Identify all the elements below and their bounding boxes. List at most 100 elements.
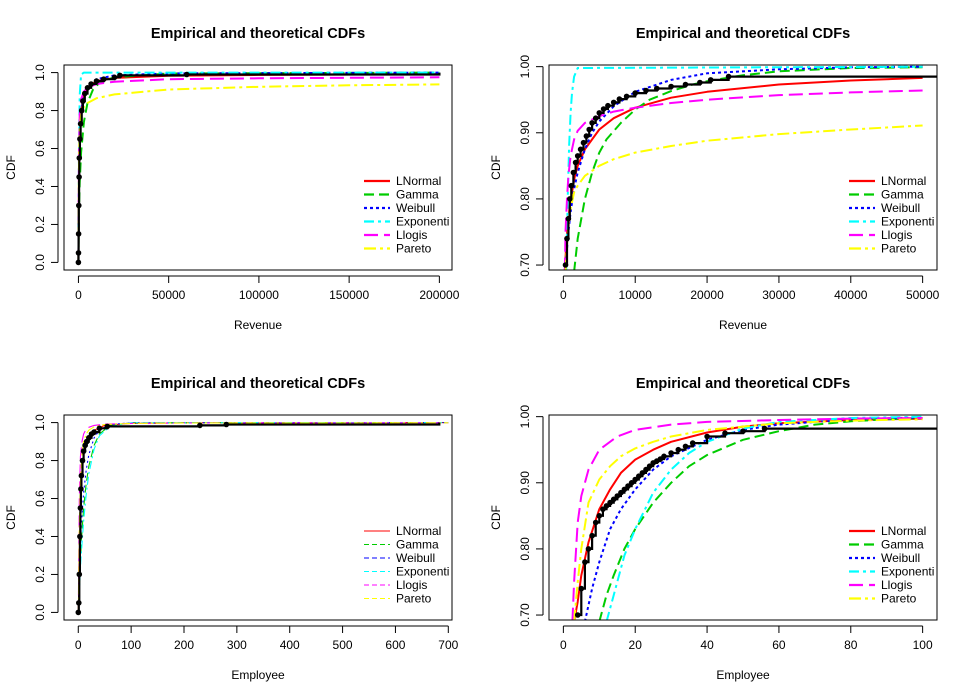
y-axis: 0.0 0.2 0.4 0.6 0.8 1.0 — [33, 64, 59, 271]
cdf-line-exponenti — [77, 422, 449, 613]
empirical-point — [704, 433, 710, 440]
x-tick-label: 0 — [75, 638, 82, 652]
legend-label-gamma: Gamma — [881, 188, 924, 202]
y-axis: 0.0 0.2 0.4 0.6 0.8 1.0 — [33, 414, 59, 621]
x-tick-label: 30000 — [762, 288, 796, 302]
empirical-point — [654, 85, 660, 92]
x-axis-label: Revenue — [234, 318, 282, 332]
plot-area — [75, 71, 441, 266]
empirical-point — [76, 155, 83, 161]
empirical-point — [77, 533, 83, 540]
empirical-point — [197, 422, 203, 429]
empirical-point — [76, 174, 82, 180]
legend-label-weibull: Weibull — [396, 201, 435, 215]
empirical-point — [100, 76, 107, 82]
empirical-point — [583, 133, 590, 139]
empirical-point — [596, 513, 603, 519]
chart-title: Empirical and theoretical CDFs — [636, 376, 850, 392]
x-tick-label: 40 — [700, 638, 714, 652]
legend-label-lnormal: LNormal — [396, 524, 441, 538]
empirical-point — [78, 107, 85, 114]
empirical-point — [621, 486, 628, 493]
plot-border — [63, 414, 453, 621]
legend-label-exponenti: Exponenti — [881, 215, 934, 229]
legend-label-exponenti: Exponenti — [396, 565, 449, 579]
x-tick-label: 200000 — [419, 288, 459, 302]
empirical-point — [564, 235, 570, 242]
chart-panel-revenue-full: Empirical and theoretical CDFs 0 50000 1000… — [4, 26, 460, 332]
empirical-point — [572, 159, 579, 166]
chart-title: Empirical and theoretical CDFs — [636, 26, 850, 42]
empirical-point — [740, 428, 746, 435]
empirical-point — [80, 98, 86, 104]
empirical-point — [639, 470, 646, 476]
empirical-point — [697, 79, 703, 86]
empirical-point — [96, 425, 103, 432]
x-tick-label: 50000 — [906, 288, 940, 302]
x-tick-label: 80 — [844, 638, 858, 652]
y-axis-label: CDF — [4, 505, 18, 530]
y-axis-label: CDF — [489, 505, 503, 530]
empirical-point — [661, 453, 667, 460]
chart-panel-employee-full: Empirical and theoretical CDFs 0 100 200 300… — [4, 376, 459, 682]
cdf-line-pareto — [77, 83, 440, 263]
x-tick-label: 100 — [121, 638, 141, 652]
cdf-line-llogis — [563, 89, 923, 270]
x-axis-label: Employee — [231, 668, 285, 682]
empirical-point — [616, 96, 623, 102]
empirical-point — [610, 99, 617, 106]
cdf-line-exponenti — [605, 415, 923, 620]
empirical-point — [223, 421, 230, 428]
empirical-point — [565, 215, 572, 222]
y-axis: 0.70 0.80 0.90 1.00 — [518, 55, 544, 277]
empirical-point — [605, 102, 611, 109]
y-tick-label: 0.0 — [33, 604, 47, 621]
y-tick-label: 0.8 — [33, 102, 47, 119]
x-tick-label: 400 — [280, 638, 300, 652]
empirical-point — [589, 120, 595, 126]
empirical-point — [761, 425, 768, 432]
empirical-point — [668, 450, 674, 456]
legend-label-lnormal: LNormal — [881, 524, 926, 538]
y-axis: 0.70 0.80 0.90 1.00 — [518, 405, 544, 627]
legend-label-exponenti: Exponenti — [881, 565, 934, 579]
legend-label-weibull: Weibull — [396, 551, 435, 565]
plot-border — [548, 414, 938, 621]
empirical-point — [592, 519, 599, 526]
y-axis-label: CDF — [489, 155, 503, 180]
legend-label-gamma: Gamma — [396, 538, 439, 552]
chart-title: Empirical and theoretical CDFs — [151, 376, 365, 392]
legend-label-pareto: Pareto — [881, 242, 917, 256]
x-axis: 0 100 200 300 400 500 600 700 — [75, 625, 459, 652]
legend-label-lnormal: LNormal — [881, 174, 926, 188]
empirical-point — [592, 115, 599, 121]
cdf-line-weibull — [564, 65, 923, 270]
empirical-point — [632, 90, 638, 96]
legend-label-pareto: Pareto — [396, 592, 432, 606]
empirical-point — [675, 446, 682, 453]
empirical-point — [618, 489, 624, 496]
chart-panel-revenue-zoom: Empirical and theoretical CDFs 0 10000 2000… — [489, 26, 940, 332]
y-tick-label: 1.0 — [33, 414, 47, 431]
chart-panel-employee-zoom: Empirical and theoretical CDFs 0 20 40 60 80 1… — [489, 376, 938, 682]
legend-label-weibull: Weibull — [881, 551, 920, 565]
y-tick-label: 0.6 — [33, 490, 47, 507]
cdf-line-exponenti — [77, 71, 440, 263]
x-tick-label: 150000 — [329, 288, 369, 302]
x-axis: 0 50000 100000 150000 200000 — [75, 275, 460, 302]
x-axis: 0 10000 20000 30000 40000 50000 — [560, 275, 940, 302]
legend-label-exponenti: Exponenti — [396, 215, 449, 229]
empirical-point — [568, 182, 575, 189]
x-tick-label: 200 — [174, 638, 194, 652]
x-tick-label: 100000 — [239, 288, 279, 302]
empirical-point — [596, 110, 603, 116]
legend-label-llogis: Llogis — [881, 578, 912, 592]
empirical-point — [76, 202, 82, 209]
cdf-line-llogis — [77, 76, 440, 263]
x-tick-label: 600 — [385, 638, 405, 652]
empirical-point — [607, 499, 613, 506]
empirical-point — [75, 259, 82, 266]
plot-area — [571, 415, 937, 620]
